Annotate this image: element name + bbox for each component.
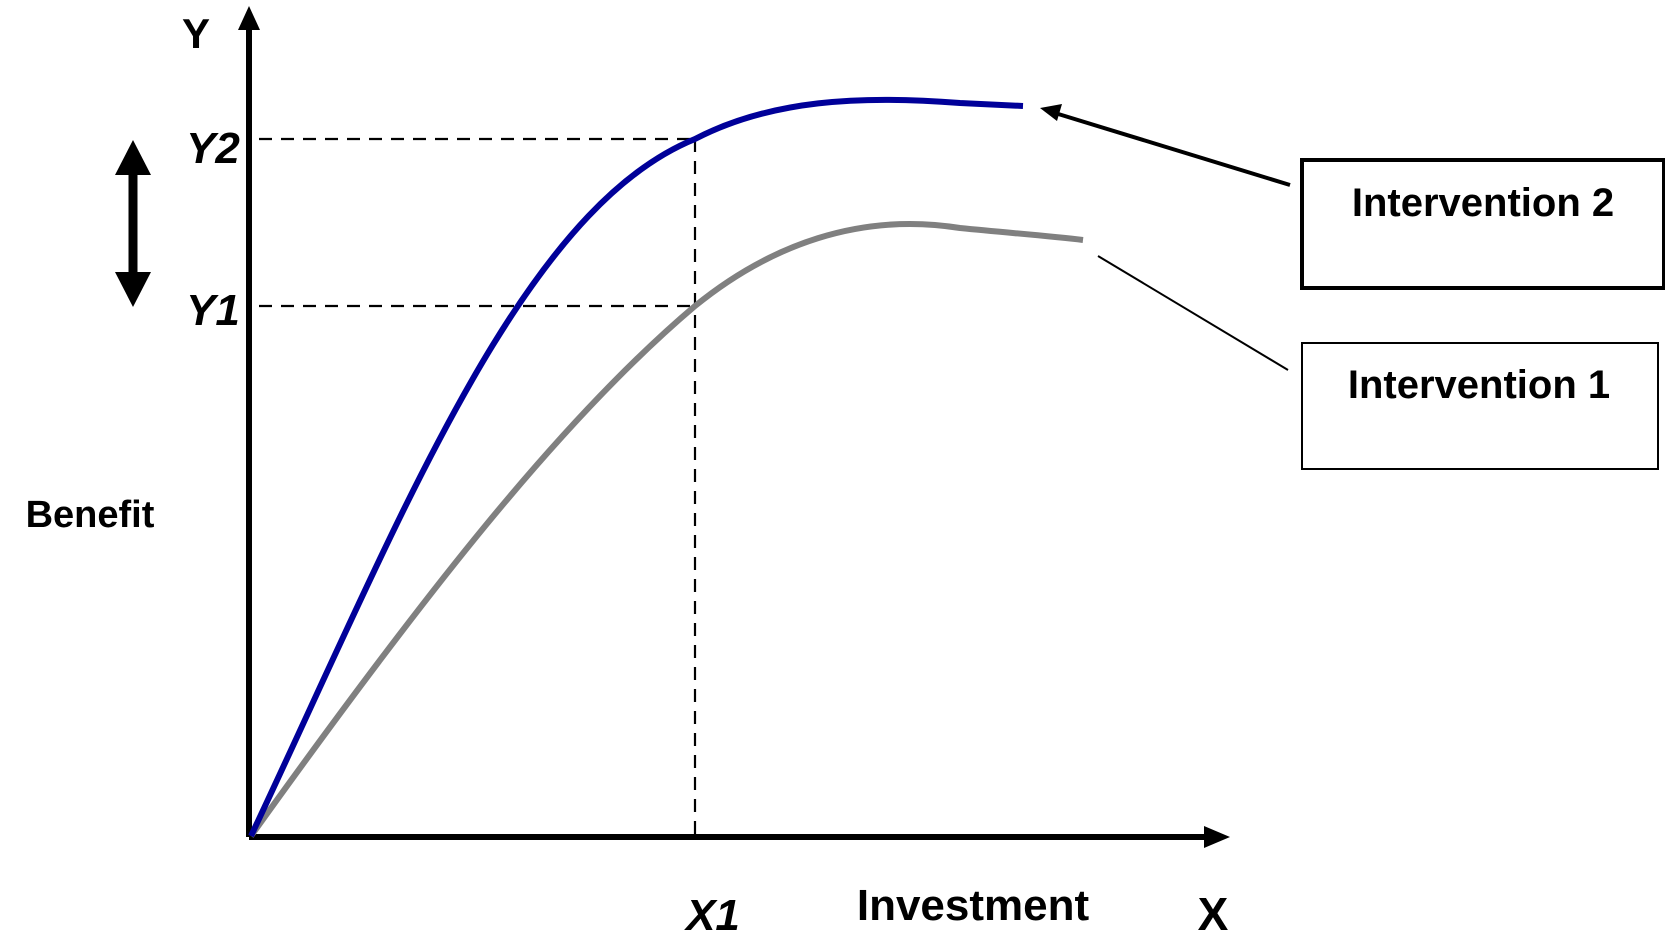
x-axis-arrowhead bbox=[1204, 826, 1230, 848]
intervention-1-curve bbox=[248, 220, 1084, 838]
intervention-2-box bbox=[1300, 158, 1665, 290]
intervention-2-curve bbox=[248, 96, 1024, 838]
y-axis-arrowhead bbox=[238, 6, 260, 30]
x1-marker-label: X1 bbox=[683, 891, 740, 936]
y-axis-label: Benefit bbox=[26, 494, 155, 536]
y2-marker-label: Y2 bbox=[186, 124, 240, 173]
double-arrow-up-head bbox=[115, 140, 151, 175]
x-axis-letter: X bbox=[1198, 888, 1229, 936]
y-axis-letter: Y bbox=[182, 10, 210, 57]
intervention-1-connector-line bbox=[1097, 255, 1289, 371]
x-axis-label: Investment bbox=[857, 881, 1090, 930]
y1-marker-label: Y1 bbox=[186, 286, 240, 335]
double-arrow-down-head bbox=[115, 272, 151, 307]
intervention-1-label: Intervention 1 bbox=[1348, 363, 1610, 407]
intervention-2-label: Intervention 2 bbox=[1352, 181, 1614, 225]
intervention-2-pointer-arrowhead bbox=[1040, 104, 1062, 121]
intervention-2-pointer-line bbox=[1054, 111, 1291, 187]
intervention-1-box bbox=[1301, 342, 1659, 470]
